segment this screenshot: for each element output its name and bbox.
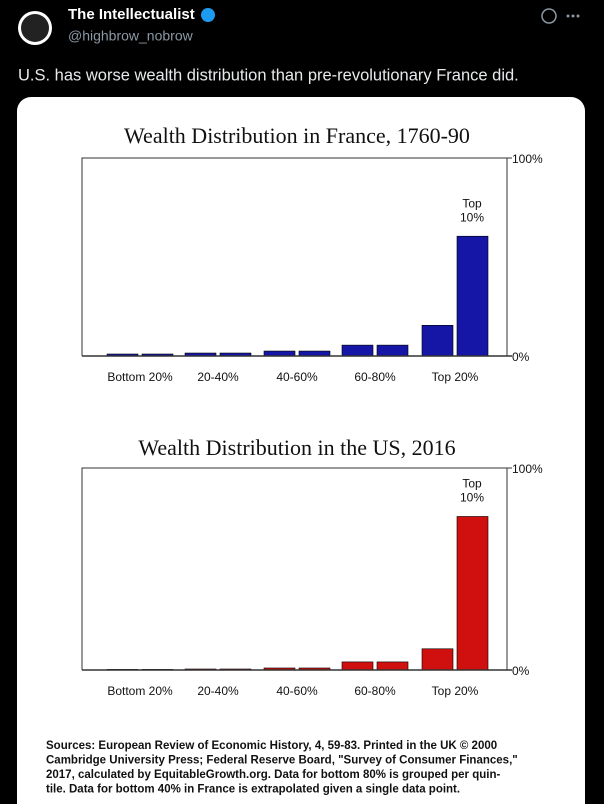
x-tick-label: 40-60% <box>276 684 318 698</box>
annotation: Top <box>462 196 482 210</box>
more-icon[interactable] <box>566 14 580 18</box>
x-tick-label: 20-40% <box>197 370 239 384</box>
x-tick-label: 60-80% <box>354 684 396 698</box>
bar <box>421 325 454 357</box>
source-line: Sources: European Review of Economic His… <box>46 740 497 752</box>
source-line: tile. Data for bottom 40% in France is e… <box>46 784 460 796</box>
x-tick-label: Bottom 20% <box>107 370 173 384</box>
user-handle[interactable]: @highbrow_nobrow <box>68 28 194 44</box>
avatar-inner <box>21 14 49 42</box>
verified-badge <box>201 8 215 22</box>
x-tick-label: 20-40% <box>197 684 239 698</box>
bar <box>421 648 454 671</box>
bar <box>376 661 409 671</box>
plot-frame <box>81 157 508 356</box>
user-name[interactable]: The Intellectualist <box>68 6 195 23</box>
plot-frame <box>81 467 508 670</box>
annotation: Top <box>462 477 482 491</box>
x-tick-label: 60-80% <box>354 370 396 384</box>
x-tick-label: Top 20% <box>432 370 479 384</box>
bar <box>341 661 374 671</box>
bar <box>341 344 374 357</box>
bar <box>376 344 409 357</box>
grok-icon[interactable] <box>541 8 557 24</box>
bar <box>456 516 489 671</box>
y-tick-label: 100% <box>512 152 543 166</box>
annotation: 10% <box>460 491 484 505</box>
chart-title: Wealth Distribution in the US, 2016 <box>138 435 455 460</box>
charts: Wealth Distribution in France, 1760-90 0%… <box>81 123 543 698</box>
bar <box>456 235 489 357</box>
x-tick-label: Bottom 20% <box>107 684 173 698</box>
y-tick-label: 100% <box>512 462 543 476</box>
y-tick-label: 0% <box>512 664 530 678</box>
sources: Sources: European Review of Economic His… <box>46 740 518 796</box>
source-line: Cambridge University Press; Federal Rese… <box>46 755 518 767</box>
source-line: 2017, calculated by EquitableGrowth.org.… <box>46 769 500 781</box>
y-tick-label: 0% <box>512 350 530 364</box>
chart-title: Wealth Distribution in France, 1760-90 <box>124 123 470 148</box>
x-tick-label: 40-60% <box>276 370 318 384</box>
x-tick-label: Top 20% <box>432 684 479 698</box>
image-card[interactable] <box>17 97 585 804</box>
tweet-text: U.S. has worse wealth distribution than … <box>18 66 519 84</box>
annotation: 10% <box>460 210 484 224</box>
